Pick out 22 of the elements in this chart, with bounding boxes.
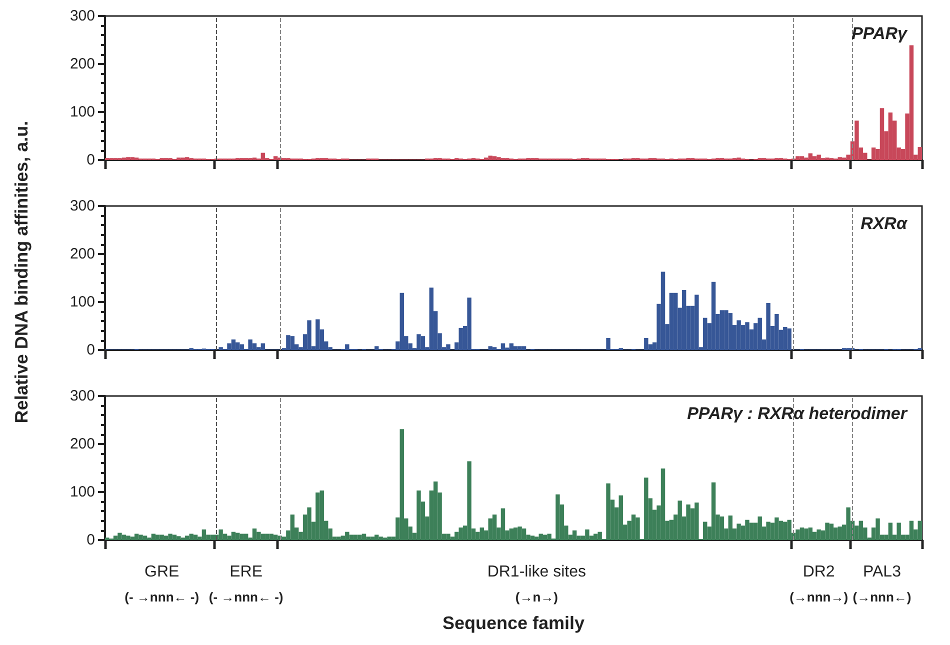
- x-tick-label: PAL3 (→nnn←): [852, 564, 912, 604]
- y-tick-label: 100: [70, 294, 95, 310]
- y-tick-label: 0: [86, 152, 95, 168]
- y-tick-label: 200: [70, 436, 95, 452]
- y-tick-label: 300: [70, 8, 95, 24]
- x-axis-title: Sequence family: [442, 613, 585, 633]
- x-tick-label: GRE (- →nnn← -): [124, 564, 200, 604]
- y-tick-label: 0: [86, 342, 95, 358]
- text: RXRα: [860, 214, 908, 233]
- text: PPARγ : RXRα heterodimer: [687, 404, 908, 423]
- text: PPARγ: [852, 24, 909, 43]
- y-tick-label: 100: [70, 484, 95, 500]
- y-tick-label: 0: [86, 532, 95, 548]
- y-tick-label: 300: [70, 198, 95, 214]
- x-tick-label: DR2 (→nnn→): [790, 564, 848, 604]
- y-tick-label: 200: [70, 56, 95, 72]
- y-axis-title: Relative DNA binding affinities, a.u.: [12, 120, 32, 424]
- y-tick-label: 300: [70, 388, 95, 404]
- y-tick-label: 100: [70, 104, 95, 120]
- x-tick-label: ERE (- →nnn← -): [208, 564, 284, 604]
- x-tick-label: DR1-like sites (→n→): [487, 564, 586, 604]
- y-tick-label: 200: [70, 246, 95, 262]
